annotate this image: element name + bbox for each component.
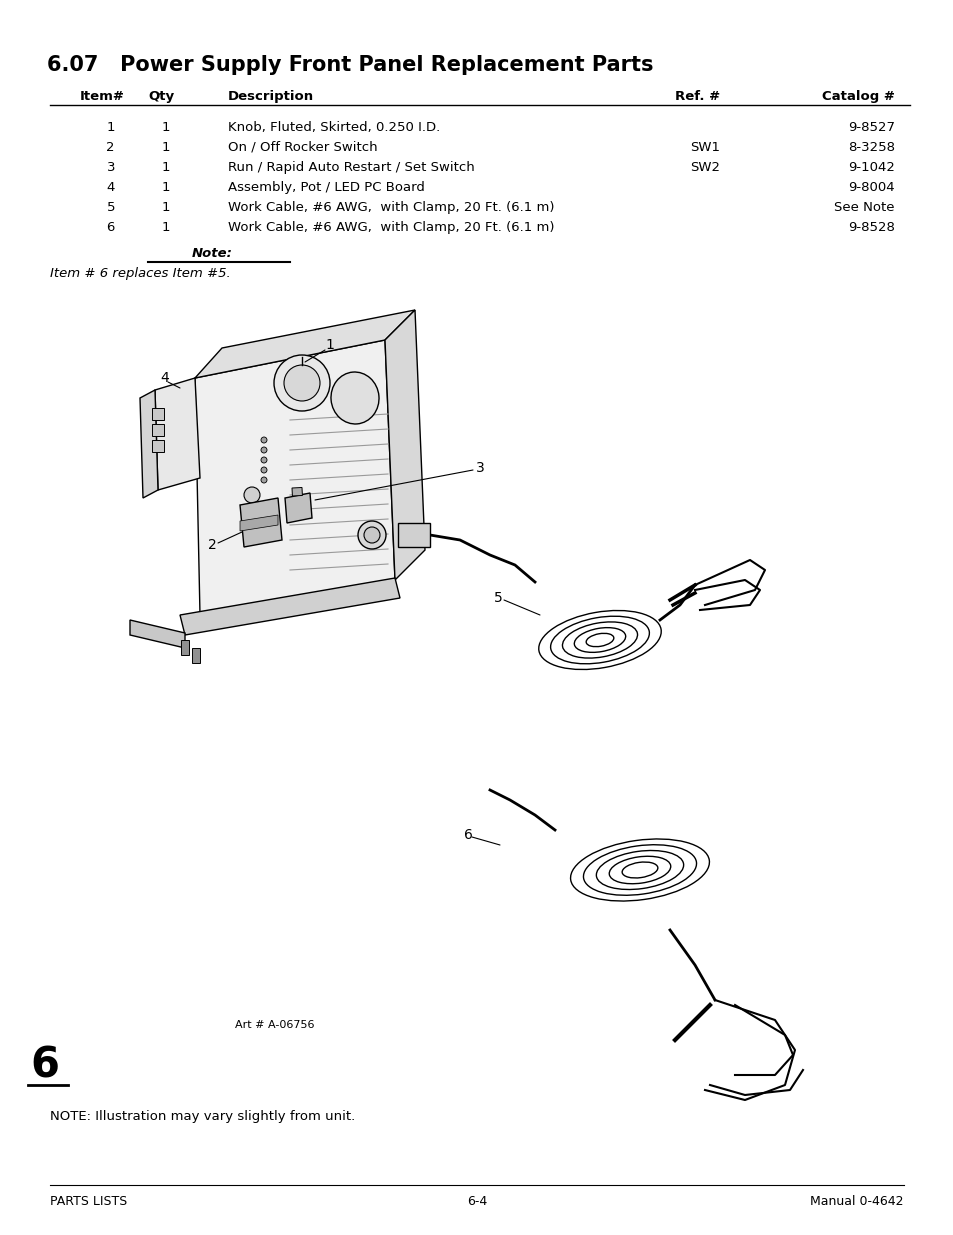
Text: 8-3258: 8-3258 (847, 141, 894, 154)
Circle shape (274, 354, 330, 411)
Text: 1: 1 (161, 121, 170, 135)
Polygon shape (140, 390, 158, 498)
Bar (181, 640, 189, 655)
Polygon shape (154, 378, 200, 490)
Polygon shape (194, 340, 395, 615)
Text: SW2: SW2 (689, 161, 720, 174)
Text: 6.07   Power Supply Front Panel Replacement Parts: 6.07 Power Supply Front Panel Replacemen… (47, 56, 653, 75)
Text: Work Cable, #6 AWG,  with Clamp, 20 Ft. (6.1 m): Work Cable, #6 AWG, with Clamp, 20 Ft. (… (228, 201, 554, 214)
Text: Description: Description (228, 90, 314, 103)
Text: 6: 6 (107, 221, 115, 233)
Text: 9-1042: 9-1042 (847, 161, 894, 174)
Text: 1: 1 (107, 121, 115, 135)
Text: SW1: SW1 (689, 141, 720, 154)
Ellipse shape (331, 372, 378, 424)
Circle shape (244, 487, 260, 503)
Text: 5: 5 (493, 592, 502, 605)
Text: 1: 1 (325, 338, 335, 352)
Polygon shape (285, 493, 312, 522)
Text: Note:: Note: (192, 247, 233, 261)
Circle shape (284, 366, 319, 401)
Text: 6: 6 (463, 827, 472, 842)
Text: On / Off Rocker Switch: On / Off Rocker Switch (228, 141, 377, 154)
Text: 4: 4 (160, 370, 170, 385)
Circle shape (261, 457, 267, 463)
Text: 1: 1 (161, 221, 170, 233)
Polygon shape (240, 498, 282, 547)
Text: See Note: See Note (834, 201, 894, 214)
Text: 9-8528: 9-8528 (847, 221, 894, 233)
Text: Item#: Item# (80, 90, 125, 103)
Text: Manual 0-4642: Manual 0-4642 (810, 1195, 903, 1208)
FancyBboxPatch shape (152, 408, 164, 420)
Text: 1: 1 (161, 201, 170, 214)
Bar (292, 488, 302, 496)
Circle shape (261, 447, 267, 453)
FancyBboxPatch shape (397, 522, 430, 547)
Text: 4: 4 (107, 182, 115, 194)
Text: 1: 1 (161, 182, 170, 194)
Polygon shape (194, 310, 415, 378)
Polygon shape (240, 515, 277, 531)
Text: 1: 1 (161, 161, 170, 174)
Text: Work Cable, #6 AWG,  with Clamp, 20 Ft. (6.1 m): Work Cable, #6 AWG, with Clamp, 20 Ft. (… (228, 221, 554, 233)
Text: 1: 1 (161, 141, 170, 154)
Text: 3: 3 (107, 161, 115, 174)
Text: 9-8527: 9-8527 (847, 121, 894, 135)
Bar (192, 648, 200, 663)
Text: Qty: Qty (149, 90, 174, 103)
Circle shape (261, 467, 267, 473)
Text: Item # 6 replaces Item #5.: Item # 6 replaces Item #5. (50, 267, 231, 280)
Text: Knob, Fluted, Skirted, 0.250 I.D.: Knob, Fluted, Skirted, 0.250 I.D. (228, 121, 439, 135)
Circle shape (261, 477, 267, 483)
Text: 2: 2 (208, 538, 216, 552)
Text: Run / Rapid Auto Restart / Set Switch: Run / Rapid Auto Restart / Set Switch (228, 161, 475, 174)
Text: Catalog #: Catalog # (821, 90, 894, 103)
Text: 6-4: 6-4 (466, 1195, 487, 1208)
FancyBboxPatch shape (152, 440, 164, 452)
Text: PARTS LISTS: PARTS LISTS (50, 1195, 127, 1208)
Text: 3: 3 (476, 461, 484, 475)
Text: NOTE: Illustration may vary slightly from unit.: NOTE: Illustration may vary slightly fro… (50, 1110, 355, 1123)
Circle shape (364, 527, 379, 543)
Text: 6: 6 (30, 1045, 59, 1087)
Polygon shape (180, 578, 399, 635)
Polygon shape (130, 620, 185, 648)
Text: 9-8004: 9-8004 (847, 182, 894, 194)
Text: Ref. #: Ref. # (674, 90, 720, 103)
Text: Art # A-06756: Art # A-06756 (234, 1020, 314, 1030)
Text: 2: 2 (107, 141, 115, 154)
Circle shape (357, 521, 386, 550)
Text: 5: 5 (107, 201, 115, 214)
Text: Assembly, Pot / LED PC Board: Assembly, Pot / LED PC Board (228, 182, 424, 194)
FancyBboxPatch shape (152, 424, 164, 436)
Polygon shape (385, 310, 424, 580)
Circle shape (261, 437, 267, 443)
